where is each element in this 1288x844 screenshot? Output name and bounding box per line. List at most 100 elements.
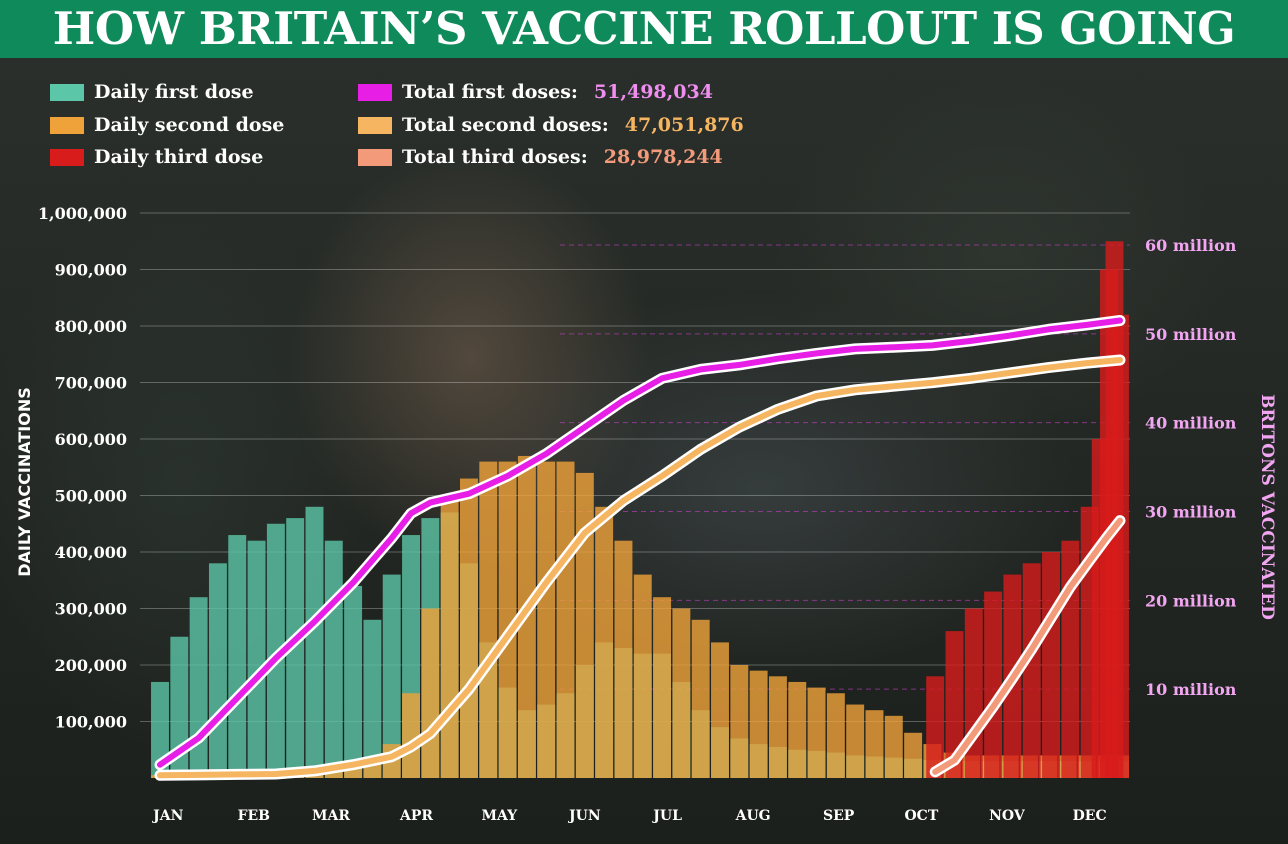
bar (344, 766, 363, 778)
legend-value: 51,498,034 (593, 81, 713, 103)
daily-bars (151, 241, 1129, 778)
bar (884, 715, 903, 778)
bar (964, 608, 983, 778)
legend-label: Total first doses: (402, 81, 578, 103)
total-lines (154, 315, 1126, 781)
bar (926, 676, 945, 778)
legend-value: 47,051,876 (624, 114, 744, 136)
y-axis-label: DAILY VACCINATIONS (15, 387, 34, 577)
bar (1022, 563, 1041, 778)
title-bar: HOW BRITAIN’S VACCINE ROLLOUT IS GOING (0, 0, 1288, 58)
y-tick-label: 800,000 (55, 317, 127, 336)
legend-swatch (50, 116, 84, 134)
bar (498, 461, 517, 778)
bar (672, 608, 691, 778)
legend-label: Total third doses: (402, 146, 588, 168)
x-tick-label: APR (399, 808, 433, 824)
bar (826, 693, 845, 778)
legend-swatch (358, 148, 392, 166)
series-line (157, 317, 1123, 768)
legend-item-total-second-doses: Total second doses: 47,051,876 (358, 113, 744, 137)
series-line (932, 517, 1123, 775)
legend-label: Total second doses: (402, 114, 609, 136)
y-tick-label: 600,000 (55, 430, 127, 449)
legend-swatch (358, 83, 392, 101)
x-tick-label: NOV (989, 808, 1026, 824)
bar (460, 478, 478, 778)
bar (286, 518, 305, 778)
y2-tick-label: 60 million (1145, 236, 1237, 255)
legend-swatch (50, 83, 84, 101)
bar (768, 676, 787, 778)
bar (595, 506, 614, 778)
x-tick-label: JUL (651, 808, 682, 824)
bar (402, 693, 420, 778)
legend-item-daily-first-dose: Daily first dose (50, 80, 254, 104)
legend-value: 28,978,244 (603, 146, 723, 168)
legend-swatch (358, 116, 392, 134)
legend-label: Daily second dose (94, 114, 285, 136)
bar (865, 710, 884, 778)
bar (556, 461, 575, 778)
x-tick-label: DEC (1073, 808, 1107, 824)
bar (575, 472, 594, 778)
bar (189, 597, 208, 778)
y2-tick-label: 10 million (1145, 680, 1237, 699)
x-tick-label: SEP (823, 808, 855, 824)
bar (788, 681, 807, 778)
y-tick-label: 1,000,000 (38, 204, 127, 223)
y2-tick-label: 30 million (1145, 503, 1237, 522)
bar (1042, 552, 1060, 778)
x-tick-label: JUN (567, 808, 601, 824)
bar (344, 585, 363, 778)
bar (208, 563, 227, 778)
x-tick-label: AUG (735, 808, 771, 824)
legend-item-total-third-doses: Total third doses: 28,978,244 (358, 145, 723, 169)
bar (730, 665, 749, 778)
bar (324, 540, 343, 778)
legend-item-daily-second-dose: Daily second dose (50, 113, 284, 137)
bar (945, 631, 964, 778)
bar (479, 461, 498, 778)
page-title: HOW BRITAIN’S VACCINE ROLLOUT IS GOING (52, 2, 1236, 55)
bar (1111, 314, 1129, 778)
bar (614, 540, 633, 778)
bar (846, 704, 865, 778)
bar (537, 461, 556, 778)
bar (363, 619, 382, 778)
bar (440, 495, 459, 778)
bar (807, 687, 826, 778)
y2-axis-label: BRITONS VACCINATED (1257, 394, 1277, 620)
bar (984, 591, 1003, 778)
y-tick-label: 500,000 (55, 487, 127, 506)
bar (363, 763, 382, 778)
y-tick-label: 300,000 (55, 600, 127, 619)
x-tick-label: MAY (481, 808, 518, 824)
legend-item-daily-third-dose: Daily third dose (50, 145, 263, 169)
bar (305, 506, 324, 778)
bar (711, 642, 729, 778)
bar (247, 540, 266, 778)
y-tick-label: 700,000 (55, 374, 127, 393)
bar (633, 574, 652, 778)
bar (382, 574, 401, 778)
legend-label: Daily first dose (94, 81, 254, 103)
legend-label: Daily third dose (94, 146, 264, 168)
y-tick-label: 400,000 (55, 543, 127, 562)
y-tick-label: 900,000 (55, 261, 127, 280)
legend-item-total-first-doses: Total first doses: 51,498,034 (358, 80, 713, 104)
bar (324, 769, 343, 778)
y2-tick-label: 20 million (1145, 591, 1237, 610)
right-axis-ticks: 10 million 20 million 30 million 40 million… (1145, 236, 1237, 699)
bar (151, 681, 169, 778)
series-line (157, 357, 1123, 779)
y-tick-label: 200,000 (55, 656, 127, 675)
x-tick-label: MAR (312, 808, 350, 824)
month-ticks: JAN FEB MAR APR MAY JUN JUL AUG SEP OCT NOV DEC (151, 808, 1107, 824)
legend-swatch (50, 148, 84, 166)
x-tick-label: FEB (238, 808, 271, 824)
bar (653, 597, 672, 778)
bar (904, 732, 923, 778)
x-tick-label: JAN (151, 808, 183, 824)
